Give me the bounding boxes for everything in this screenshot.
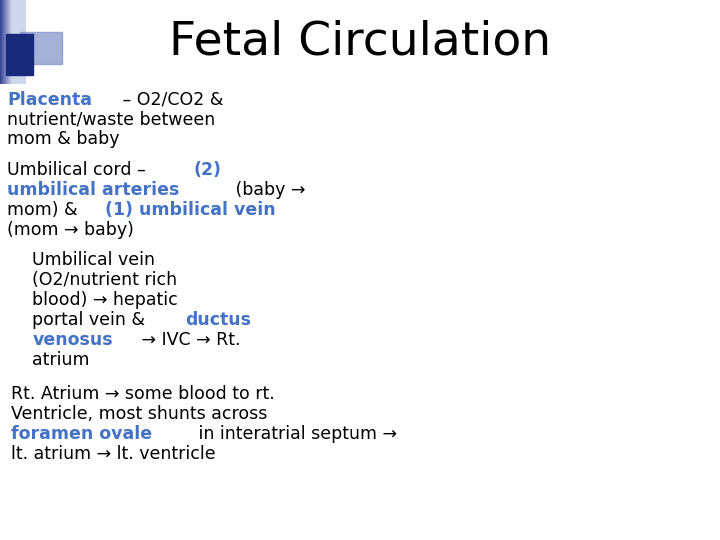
Text: mom & baby: mom & baby — [7, 130, 120, 148]
Bar — [3, 0, 17, 84]
Bar — [10, 0, 24, 84]
Bar — [5, 0, 19, 84]
Text: (baby →: (baby → — [230, 181, 305, 199]
Bar — [6, 0, 20, 84]
Bar — [6, 0, 21, 84]
Bar — [1, 0, 16, 84]
Text: – O2/CO2 &: – O2/CO2 & — [117, 91, 223, 109]
Bar — [3, 0, 17, 84]
Bar — [11, 0, 24, 84]
Bar — [11, 0, 25, 84]
Bar — [2, 0, 16, 84]
Text: Umbilical cord –: Umbilical cord – — [7, 161, 151, 179]
Text: (mom → baby): (mom → baby) — [7, 221, 134, 239]
Text: Ventricle, most shunts across: Ventricle, most shunts across — [11, 405, 267, 423]
Text: (O2/nutrient rich: (O2/nutrient rich — [32, 271, 178, 289]
Bar — [4, 0, 17, 84]
Text: Rt. Atrium → some blood to rt.: Rt. Atrium → some blood to rt. — [11, 385, 274, 403]
Text: venosus: venosus — [32, 331, 113, 349]
Bar — [1, 0, 15, 84]
Text: nutrient/waste between: nutrient/waste between — [7, 111, 215, 129]
Bar — [8, 0, 22, 84]
Text: ductus: ductus — [185, 311, 251, 329]
Bar — [6, 0, 19, 84]
Bar — [9, 0, 23, 84]
Bar — [4, 0, 18, 84]
Bar — [4, 0, 19, 84]
Bar — [8, 0, 22, 84]
Bar — [6, 0, 19, 84]
Bar — [0, 0, 14, 84]
Bar — [12, 0, 26, 84]
Text: (1) umbilical vein: (1) umbilical vein — [105, 201, 276, 219]
Text: Umbilical vein: Umbilical vein — [32, 251, 156, 269]
Bar — [1, 0, 15, 84]
Text: (2): (2) — [194, 161, 221, 179]
Bar — [3, 0, 17, 84]
Bar — [6, 0, 21, 84]
Bar — [2, 0, 17, 84]
Bar — [2, 0, 17, 84]
Bar — [5, 0, 19, 84]
Bar — [1, 0, 14, 84]
Text: mom) &: mom) & — [7, 201, 84, 219]
Bar — [4, 0, 18, 84]
Bar — [9, 0, 22, 84]
Bar — [20, 32, 62, 64]
Bar — [9, 0, 24, 84]
Bar — [0, 70, 198, 540]
Bar — [9, 0, 23, 84]
Bar — [7, 0, 21, 84]
Bar — [6, 0, 20, 84]
Bar — [7, 0, 22, 84]
Bar — [11, 0, 25, 84]
Bar — [12, 0, 26, 84]
Bar — [6, 0, 20, 84]
Text: → IVC → Rt.: → IVC → Rt. — [136, 331, 241, 349]
Bar — [4, 0, 19, 84]
Text: in interatrial septum →: in interatrial septum → — [193, 425, 397, 443]
Bar — [4, 0, 18, 84]
Bar — [1, 0, 16, 84]
Bar — [3, 0, 17, 84]
Bar — [1, 0, 16, 84]
Bar — [7, 0, 22, 84]
Bar — [9, 0, 23, 84]
Bar — [0, 0, 14, 84]
Bar — [12, 0, 26, 84]
Text: blood) → hepatic: blood) → hepatic — [32, 291, 178, 309]
Bar — [4, 0, 19, 84]
Bar — [9, 0, 23, 84]
Text: atrium: atrium — [32, 351, 90, 369]
Text: foramen ovale: foramen ovale — [11, 425, 152, 443]
Bar — [6, 34, 33, 75]
Bar — [10, 0, 24, 84]
Text: umbilical arteries: umbilical arteries — [7, 181, 179, 199]
Bar — [10, 0, 24, 84]
Bar — [12, 0, 25, 84]
Text: lt. atrium → lt. ventricle: lt. atrium → lt. ventricle — [11, 445, 215, 463]
Text: portal vein &: portal vein & — [32, 311, 151, 329]
Bar — [1, 0, 14, 84]
Bar — [10, 0, 24, 84]
Text: Placenta: Placenta — [7, 91, 92, 109]
Bar — [8, 0, 22, 84]
Bar — [1, 0, 15, 84]
Bar — [8, 0, 22, 84]
Bar — [9, 0, 24, 84]
Text: Fetal Circulation: Fetal Circulation — [169, 19, 551, 64]
Bar — [5, 0, 19, 84]
Bar — [6, 0, 21, 84]
